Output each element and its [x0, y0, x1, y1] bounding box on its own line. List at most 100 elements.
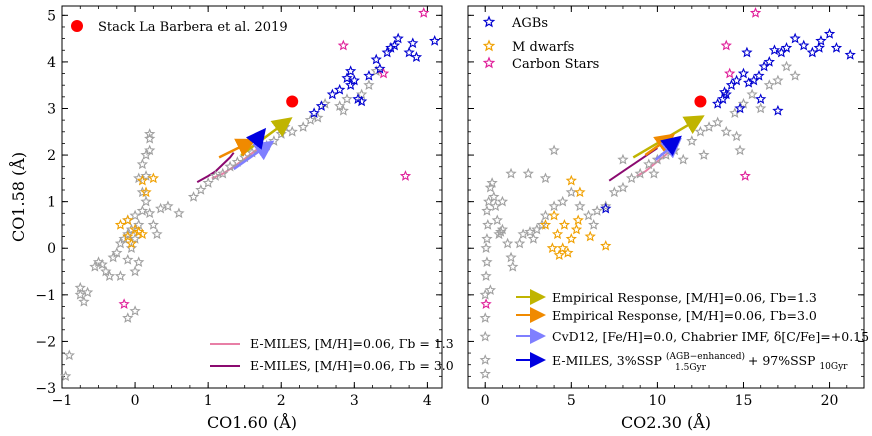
y-tick-label: −2 [35, 334, 56, 350]
gray-star [481, 256, 493, 268]
agb-star [374, 62, 386, 74]
gray-star [536, 219, 548, 230]
gray-star [588, 219, 600, 230]
agb-star [718, 86, 731, 97]
gray-star [337, 104, 349, 116]
y-tick-label: 3 [47, 101, 56, 117]
gray-star [484, 284, 497, 295]
mdwarf-star [558, 219, 571, 230]
gray-star [507, 260, 519, 272]
gray-star [286, 125, 298, 137]
agb-star [730, 74, 743, 86]
model-line [196, 152, 235, 183]
left-gray-stars [60, 65, 382, 382]
agb-star [823, 28, 836, 39]
agb-star [830, 41, 843, 53]
gray-star [522, 167, 534, 179]
gray-star [125, 242, 138, 254]
mdwarf-star [125, 237, 138, 249]
gray-star [480, 270, 492, 282]
gray-star [505, 167, 517, 179]
mdwarf-star [136, 228, 149, 240]
stack-point [694, 95, 707, 108]
gray-star [625, 172, 638, 184]
left-arrows [218, 117, 293, 171]
gray-star [118, 232, 130, 244]
mdwarf-star [122, 230, 134, 242]
right-reference-point [694, 95, 707, 108]
gray-star [74, 281, 86, 293]
gray-star [480, 242, 492, 254]
left-mdwarf-stars [114, 172, 159, 249]
carbon-star [118, 298, 130, 309]
legend-carbon-label: Carbon Stars [512, 57, 599, 72]
mdwarf-star [565, 232, 577, 244]
legend-stack-label: Stack La Barbera et al. 2019 [98, 20, 288, 35]
gray-star [489, 200, 502, 212]
gray-star [479, 330, 491, 342]
gray-star [527, 232, 540, 244]
gray-star [608, 186, 620, 198]
gray-star [151, 228, 163, 240]
gray-star [129, 265, 141, 277]
gray-star [162, 200, 174, 212]
left-agb-stars [308, 32, 441, 118]
mdwarf-star [122, 214, 134, 226]
agb-star [844, 48, 856, 60]
gray-star [582, 209, 595, 221]
gray-star [755, 102, 767, 114]
left-ylabel: CO1.58 (Å) [8, 152, 28, 242]
agb-star [308, 107, 320, 118]
agb-star [410, 51, 423, 63]
gray-star [136, 158, 149, 170]
gray-star [144, 128, 156, 139]
gray-star [539, 172, 552, 184]
gray-star [78, 295, 90, 307]
y-tick-label: 0 [47, 241, 56, 257]
gray-star [734, 144, 746, 156]
legend-star-marker [482, 15, 496, 28]
gray-star [648, 167, 660, 179]
emiles-sub2: 10Gyr [819, 362, 848, 372]
agb-star [381, 46, 393, 58]
gray-star [334, 100, 346, 111]
gray-star [173, 207, 185, 219]
gray-star [136, 205, 149, 216]
arrow-emiles-mix [660, 135, 682, 156]
gray-star [482, 219, 494, 230]
gray-star [60, 370, 72, 382]
agb-star [345, 79, 357, 91]
y-tick-label: 1 [47, 195, 56, 211]
gray-star [517, 228, 529, 240]
gray-star [789, 69, 801, 81]
arrow-empirical-1.3 [240, 117, 293, 157]
gray-star [772, 74, 784, 86]
agb-star [768, 44, 781, 56]
y-tick-label: −1 [35, 288, 56, 304]
left-panel: −1 0 1 2 3 4 −3 −2 −1 0 1 2 3 4 5 CO1.60 (Å) CO1.58 (Å… [8, 5, 454, 432]
agb-star [388, 39, 401, 51]
gray-star [780, 60, 793, 72]
gray-star [634, 167, 646, 179]
x-tick-label: 4 [423, 393, 432, 409]
gray-star [698, 149, 710, 160]
emiles-sub1: 1.5Gyr [675, 363, 707, 373]
mdwarf-star [570, 223, 583, 235]
agb-star [370, 53, 382, 65]
x-tick-label: 1 [204, 393, 213, 409]
carbon-star [377, 67, 390, 79]
gray-star [103, 270, 116, 281]
x-tick-label: −1 [52, 393, 73, 409]
agb-star [600, 202, 612, 214]
mdwarf-star [114, 219, 127, 230]
mdwarf-star [551, 228, 564, 240]
stack-point [286, 95, 299, 108]
left-ticks: −1 0 1 2 3 4 −3 −2 −1 0 1 2 3 4 5 [35, 6, 442, 409]
gray-star [107, 251, 119, 263]
gray-star [147, 219, 159, 230]
mdwarf-star [572, 214, 584, 226]
gray-star [133, 256, 145, 268]
gray-star [694, 125, 707, 137]
agb-star [355, 95, 368, 107]
gray-star [140, 195, 152, 207]
